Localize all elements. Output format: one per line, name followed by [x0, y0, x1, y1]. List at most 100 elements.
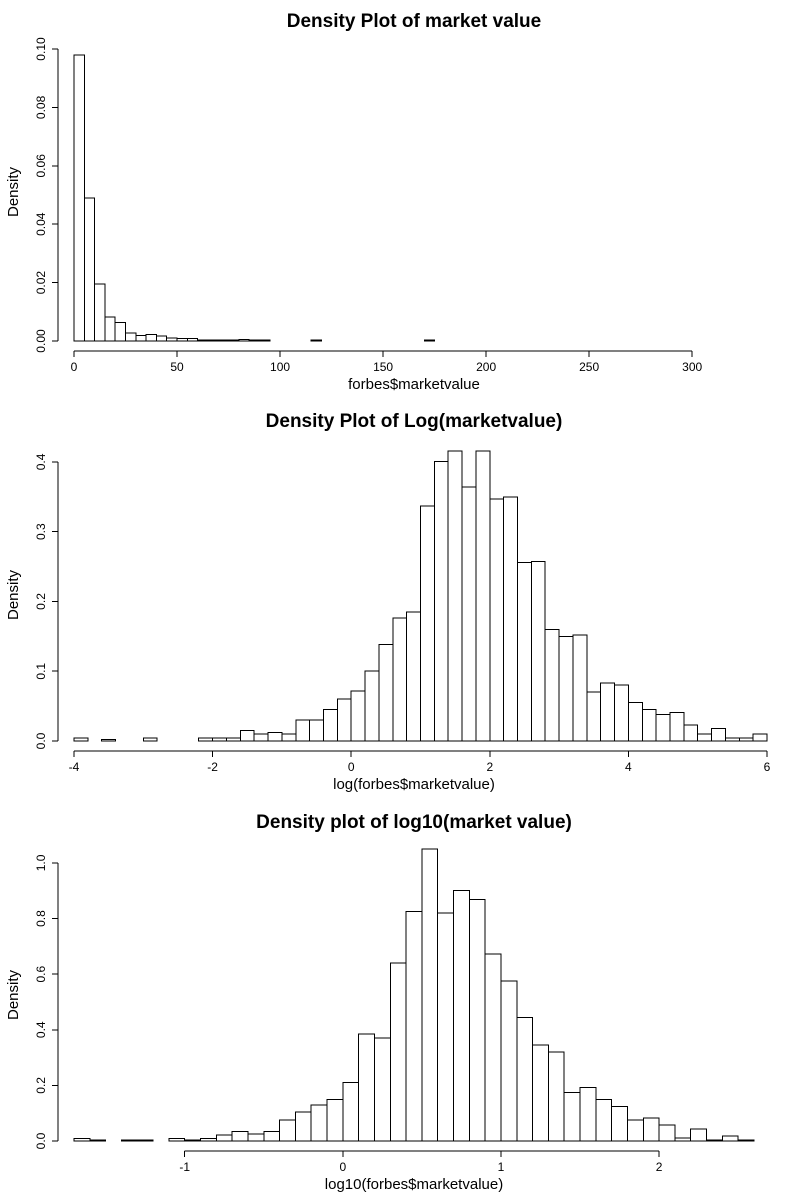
histogram-bar — [517, 561, 532, 742]
x-axis-label: log(forbes$marketvalue) — [333, 776, 495, 793]
histogram-bar — [238, 338, 250, 342]
histogram-bar — [530, 561, 546, 742]
histogram-bar — [532, 1044, 549, 1142]
histogram-bar — [737, 1139, 755, 1142]
x-tick-label: 0 — [348, 760, 355, 774]
histogram-bar — [614, 684, 629, 742]
histogram-bar — [83, 197, 96, 342]
histogram-bar — [544, 628, 560, 742]
y-axis: 0.00 0.02 0.04 0.06 0.08 0.10 — [34, 37, 59, 353]
y-tick-label: 0.04 — [34, 212, 48, 236]
x-axis: -4 -2 0 2 4 6 — [69, 750, 771, 774]
histogram-bar — [558, 635, 574, 742]
histogram-bar — [200, 1138, 217, 1142]
histogram-bar — [579, 1086, 597, 1142]
x-tick-label: 250 — [579, 360, 599, 374]
histogram-bar — [683, 724, 699, 742]
histogram-bar — [125, 332, 137, 342]
x-tick-label: 4 — [625, 760, 632, 774]
histogram-bar — [142, 737, 158, 742]
histogram-bar — [295, 719, 311, 742]
histogram-bar — [421, 848, 439, 1142]
y-tick-label: 0.0 — [34, 1132, 48, 1149]
y-tick-label: 1.0 — [34, 854, 48, 871]
histogram-bar — [310, 1104, 328, 1142]
histogram-bar — [669, 711, 685, 742]
histogram-bar — [738, 737, 754, 742]
histogram-bar — [447, 450, 463, 742]
x-tick-label: 0 — [71, 360, 78, 374]
y-axis-label: Density — [5, 569, 22, 620]
histogram-bar — [184, 1139, 202, 1142]
histogram-bar — [247, 1133, 265, 1142]
histogram-bar — [155, 335, 168, 342]
histogram-bar — [627, 702, 643, 742]
x-tick-label: 6 — [764, 760, 771, 774]
histogram-bar — [586, 691, 602, 742]
histogram-bar — [267, 732, 283, 742]
x-tick-label: -2 — [207, 760, 218, 774]
histogram-bar — [281, 733, 297, 742]
histogram-bar — [406, 611, 422, 742]
histogram-bar — [563, 1091, 581, 1142]
y-tick-label: 0.00 — [34, 329, 48, 353]
x-tick-label: 2 — [656, 1160, 663, 1174]
y-tick-label: 0.02 — [34, 271, 48, 295]
histogram-bar — [595, 1098, 613, 1142]
x-tick-label: 50 — [170, 360, 184, 374]
histogram-bar — [310, 339, 322, 342]
histogram-bar — [547, 1051, 565, 1142]
histogram-bar — [711, 727, 726, 742]
x-axis: 0 50 100 150 200 250 300 — [71, 350, 703, 374]
histogram-bar — [373, 1037, 391, 1142]
histogram-bars — [73, 54, 436, 342]
x-tick-label: 150 — [373, 360, 393, 374]
histogram-bar — [263, 1130, 281, 1142]
histogram-bar — [322, 709, 338, 742]
histogram-bar — [655, 713, 671, 742]
histogram-bar — [500, 980, 518, 1142]
histogram-bar — [489, 498, 505, 742]
x-tick-label: 200 — [476, 360, 496, 374]
histogram-bar — [89, 1139, 107, 1142]
histogram-bar — [336, 698, 352, 742]
histogram-bar — [197, 339, 209, 342]
histogram-bar — [350, 690, 366, 742]
histogram-bar — [364, 670, 380, 742]
histogram-bar — [641, 709, 657, 742]
histogram-bar — [626, 1119, 644, 1142]
histogram-bar — [453, 890, 470, 1142]
histogram-bar — [674, 1137, 692, 1142]
histogram-bar — [166, 337, 178, 342]
histogram-bars — [73, 450, 768, 742]
y-tick-label: 0.06 — [34, 154, 48, 178]
histogram-bar — [217, 339, 230, 342]
y-tick-label: 0.1 — [34, 663, 48, 680]
histogram-bar — [484, 953, 502, 1142]
y-tick-label: 0.2 — [34, 593, 48, 610]
histogram-bar — [225, 737, 241, 742]
histogram-bar — [215, 1134, 233, 1142]
y-tick-label: 0.4 — [34, 453, 48, 470]
histogram-bar — [358, 1033, 375, 1142]
y-tick-label: 0.08 — [34, 95, 48, 119]
histogram-bar — [600, 682, 616, 742]
histogram-bar — [572, 634, 588, 742]
histogram-bar — [253, 733, 269, 742]
histogram-bar — [516, 1016, 534, 1142]
x-tick-label: 2 — [486, 760, 493, 774]
histogram-bar — [248, 339, 260, 342]
histogram-bar — [94, 283, 106, 342]
x-tick-label: 300 — [682, 360, 702, 374]
x-axis-label: log10(forbes$marketvalue) — [325, 1176, 503, 1193]
histogram-bar — [405, 911, 423, 1142]
chart-title: Density plot of log10(market value) — [256, 812, 572, 833]
histogram-bar — [145, 334, 157, 342]
histogram-bar — [433, 460, 449, 742]
histogram-bar — [239, 730, 255, 742]
histogram-bar — [168, 1138, 186, 1142]
y-tick-label: 0.8 — [34, 910, 48, 927]
histogram-bar — [642, 1117, 660, 1142]
y-axis-label: Density — [5, 969, 22, 1020]
